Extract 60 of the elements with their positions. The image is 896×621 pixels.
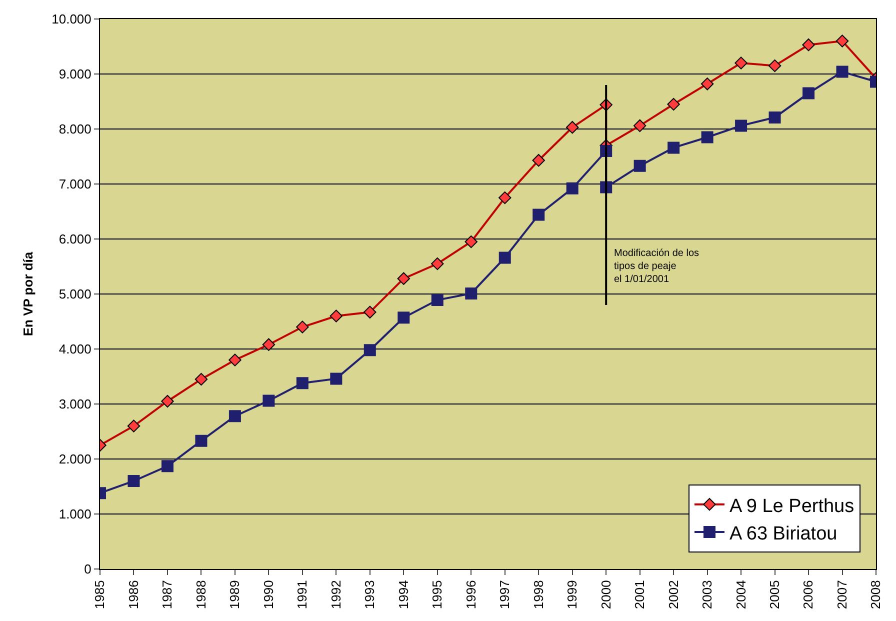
y-tick-label: 8.000 [58,122,92,137]
point [634,160,646,172]
y-tick-label: 6.000 [58,232,92,247]
point [566,182,578,194]
point [128,475,140,487]
y-tick-label: 9.000 [58,66,92,82]
x-tick-label: 1991 [294,580,310,610]
point [532,208,545,221]
point [668,142,680,154]
x-tick-label: 1997 [497,580,512,610]
x-tick-label: 2005 [767,580,782,610]
y-tick-label: 10.000 [52,12,92,27]
x-tick-label: 2006 [800,580,816,610]
x-tick-label: 1986 [126,580,141,610]
x-tick-label: 1985 [92,580,108,610]
x-tick-label: 1994 [396,580,411,610]
point [296,377,308,390]
point [768,111,781,124]
point [836,66,848,78]
y-axis-title: En VP por día [20,251,36,336]
point [330,372,342,385]
y-tick-label: 0 [84,562,92,577]
legend-label: A 9 Le Perthus [729,496,854,517]
x-tick-label: 1999 [564,580,580,610]
x-tick-label: 1993 [362,580,378,610]
x-tick-label: 2007 [834,580,850,610]
x-tick-label: 1988 [193,580,208,610]
x-tick-label: 1995 [430,580,445,610]
x-tick-label: 2004 [733,580,748,610]
point [465,287,478,300]
x-tick-label: 2008 [868,580,884,610]
y-tick-label: 7.000 [58,176,92,192]
point [398,312,410,324]
x-tick-label: 1989 [227,580,242,610]
point [161,460,174,472]
point [701,131,714,144]
point [735,120,748,132]
point [802,87,815,100]
ref-line-label: Modificación de los tipos de peaje el 1/01/2001 [614,248,700,285]
point [498,252,511,264]
point [228,410,241,422]
legend-label: A 63 Biriatou [729,523,838,544]
x-tick-label: 2000 [598,580,614,610]
y-tick-label: 4.000 [58,342,92,357]
x-tick-label: 2002 [666,580,681,610]
x-tick-label: 1992 [328,580,344,610]
x-tick-label: 1996 [463,580,478,610]
y-tick-label: 1.000 [58,506,92,522]
y-tick-label: 5.000 [58,286,92,302]
x-tick-label: 1987 [160,580,175,610]
point [195,434,208,447]
point [262,394,275,407]
x-tick-label: 1998 [530,580,546,610]
x-tick-label: 1990 [260,580,276,610]
x-tick-label: 2001 [632,580,648,610]
point [364,344,376,356]
y-tick-label: 2.000 [58,452,92,467]
x-tick-label: 2003 [700,580,715,610]
point [431,294,444,306]
y-tick-label: 3.000 [58,396,92,412]
